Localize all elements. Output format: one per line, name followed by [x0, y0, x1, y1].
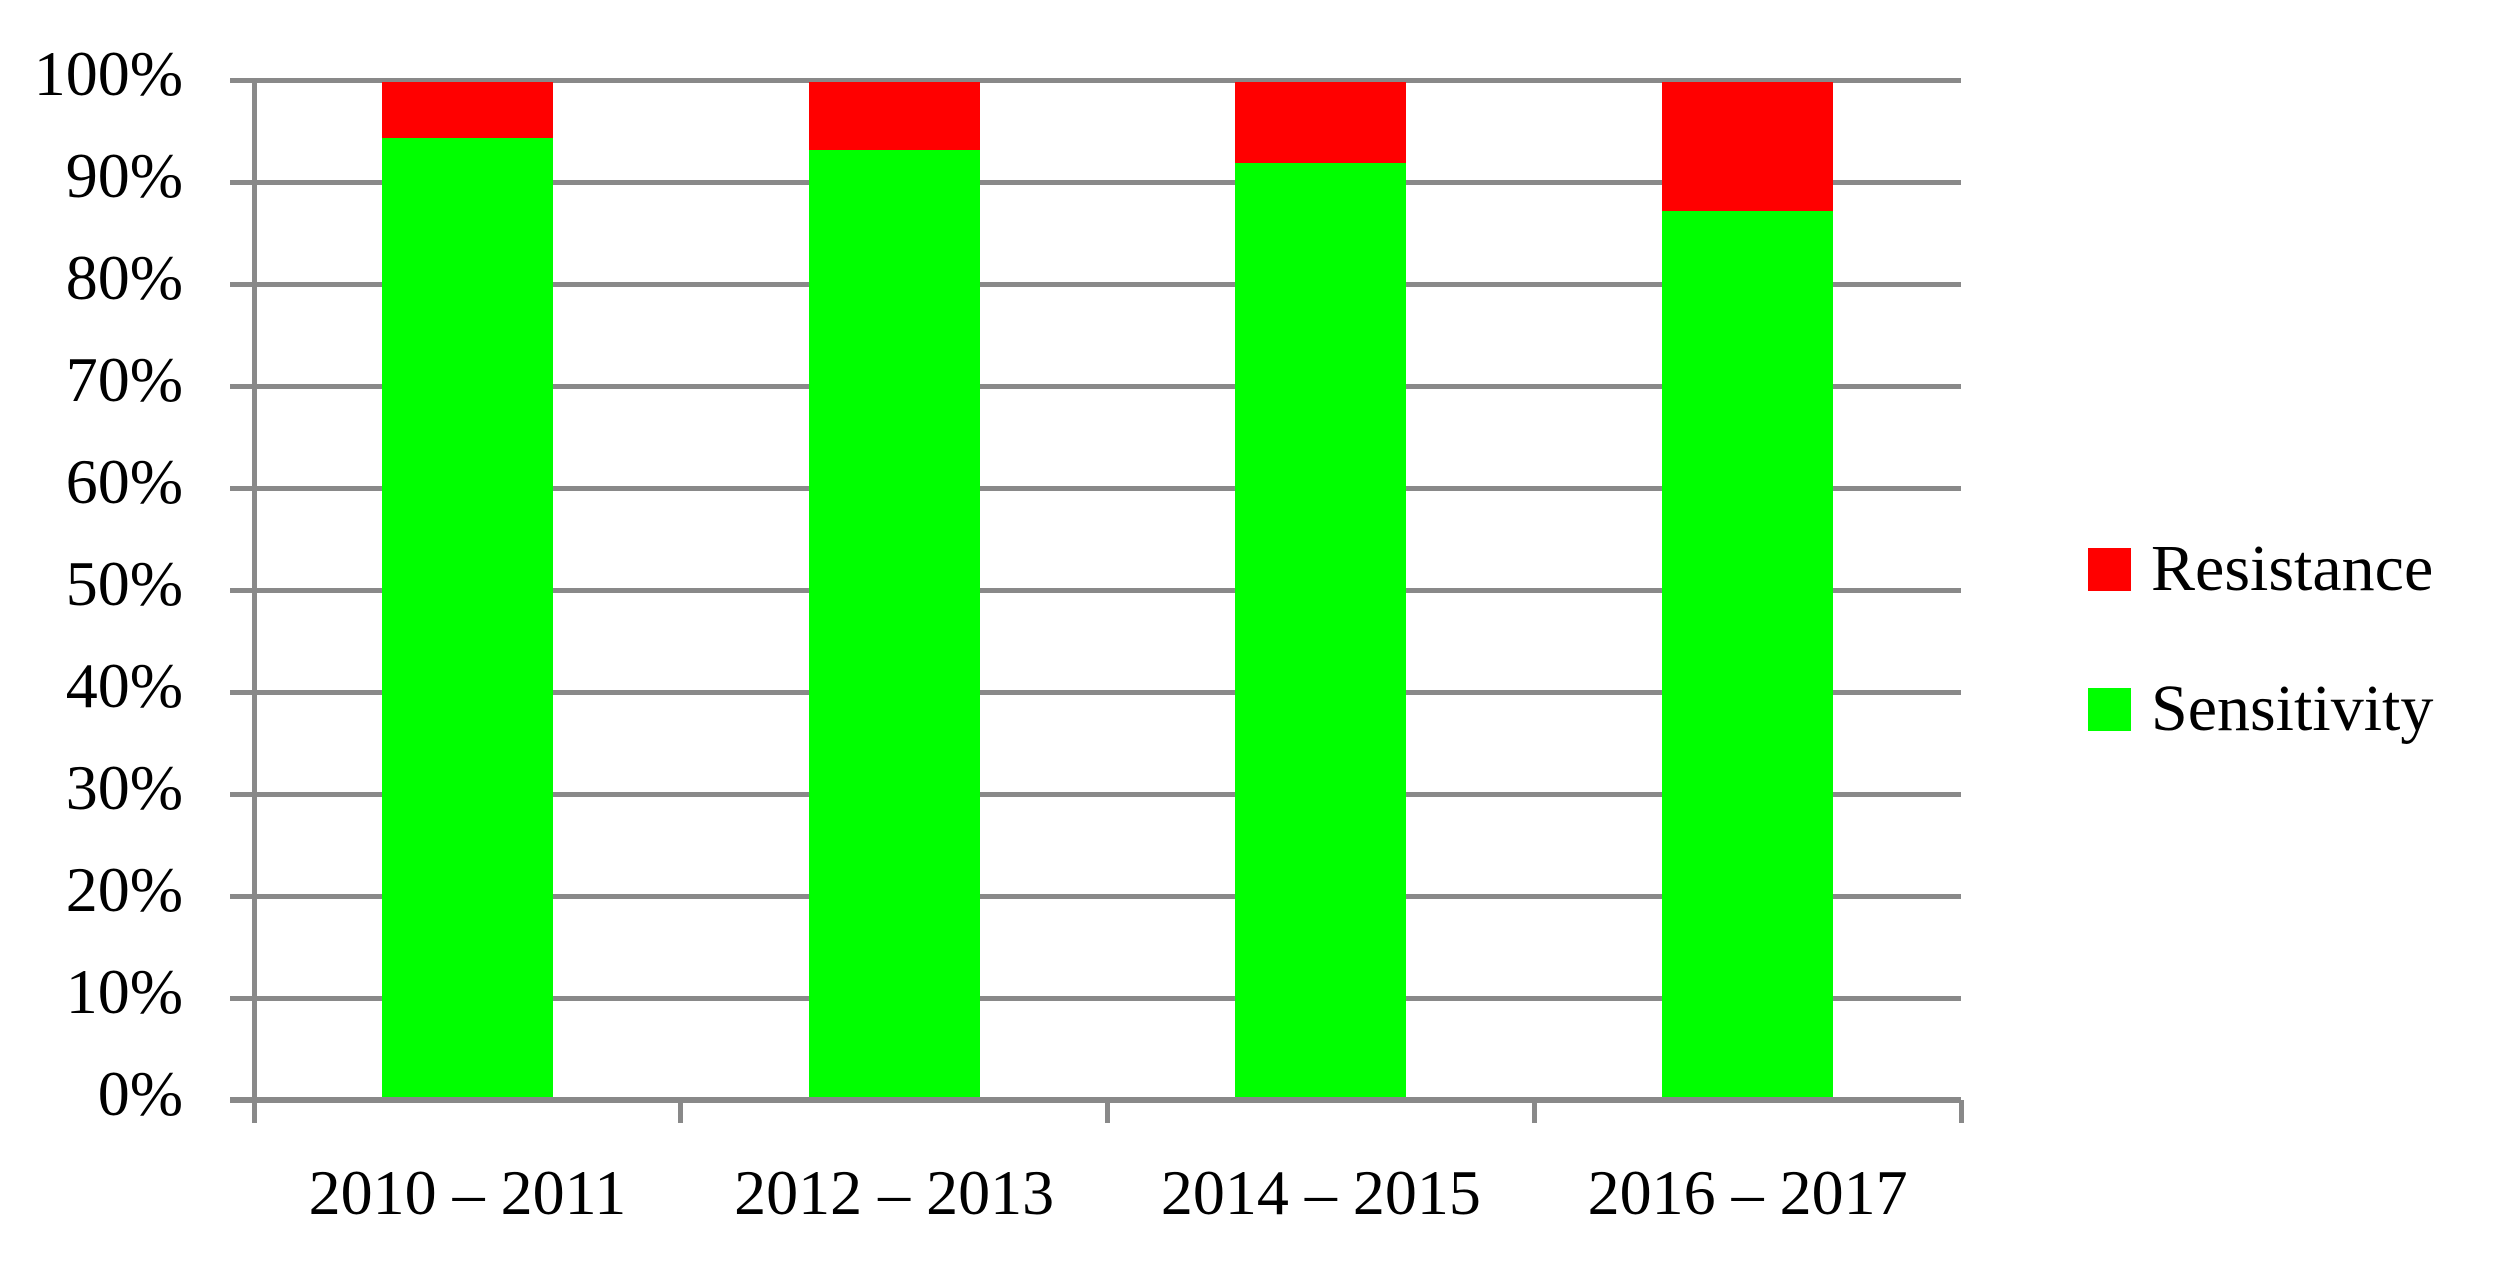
x-axis-tick	[1958, 1100, 1964, 1123]
bar-segment-resistance	[808, 82, 980, 151]
x-axis-category-label: 2014 – 2015	[1160, 1157, 1481, 1228]
x-axis-tick	[1531, 1100, 1537, 1123]
x-axis-category-label: 2010 – 2011	[308, 1157, 627, 1228]
gridline	[230, 791, 1961, 797]
gridline	[230, 77, 1961, 83]
gridline	[230, 383, 1961, 389]
bar-segment-sensitivity	[808, 150, 980, 1100]
bar-segment-sensitivity	[381, 138, 553, 1100]
legend-label-resistance: Resistance	[2151, 532, 2434, 605]
bar-segment-resistance	[1662, 82, 1834, 211]
bar-segment-sensitivity	[1235, 162, 1407, 1100]
legend-swatch-sensitivity-icon	[2088, 687, 2131, 731]
x-axis-tick	[1105, 1100, 1110, 1123]
bar-segment-sensitivity	[1662, 210, 1834, 1100]
x-axis-category-label: 2016 – 2017	[1587, 1157, 1908, 1228]
y-axis-tick-label: 100%	[33, 38, 183, 109]
y-axis-tick-label: 30%	[65, 752, 183, 823]
y-axis-tick-label: 20%	[65, 854, 183, 925]
gridline	[230, 587, 1961, 593]
x-axis-tick	[251, 1100, 257, 1123]
y-axis-tick-label: 60%	[65, 446, 183, 517]
legend-item-resistance: Resistance	[2088, 533, 2433, 605]
y-axis-line	[252, 78, 257, 1123]
x-axis-tick	[678, 1100, 684, 1123]
gridline	[230, 179, 1961, 185]
x-axis-category-label: 2012 – 2013	[734, 1157, 1055, 1228]
gridline	[230, 281, 1961, 287]
y-axis-tick-label: 50%	[65, 548, 183, 619]
legend-item-sensitivity: Sensitivity	[2088, 673, 2433, 745]
y-axis-tick-label: 0%	[97, 1058, 183, 1129]
y-axis-tick-label: 70%	[65, 344, 183, 415]
x-axis-line	[230, 1097, 1961, 1102]
gridline	[230, 485, 1961, 491]
legend-swatch-resistance-icon	[2088, 547, 2131, 591]
bar-segment-resistance	[1235, 82, 1407, 163]
legend-label-sensitivity: Sensitivity	[2151, 672, 2434, 745]
bar-segment-resistance	[381, 82, 553, 139]
gridline	[230, 689, 1961, 695]
y-axis-tick-label: 80%	[65, 242, 183, 313]
y-axis-tick-label: 40%	[65, 650, 183, 721]
y-axis-tick-label: 10%	[65, 956, 183, 1027]
gridline	[230, 893, 1961, 899]
gridline	[230, 995, 1961, 1001]
y-axis-tick-label: 90%	[65, 140, 183, 211]
